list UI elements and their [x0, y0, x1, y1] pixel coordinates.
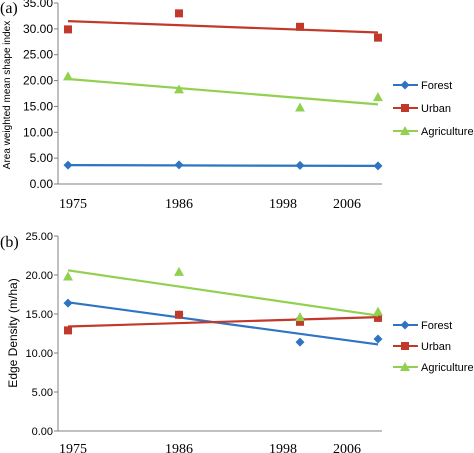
- panel-b-x-tick-label: 2006: [333, 442, 361, 453]
- panel-b-legend-urban-swatch-marker: [401, 342, 409, 350]
- panel-a-urban-point: [175, 9, 183, 18]
- panel-b-forest-point: [63, 298, 73, 308]
- panel-a-legend-agriculture-label: Agriculture: [421, 126, 474, 138]
- panel-a-urban-trend-line: [67, 20, 379, 34]
- panel-a-y-tick-label: 15.00: [23, 99, 53, 113]
- panel-a-y-tick-label: 0.00: [30, 177, 54, 191]
- panel-a-label: (a): [0, 0, 18, 17]
- panel-b-agriculture-point: [295, 312, 305, 322]
- panel-a-x-tick-label: 1998: [269, 197, 297, 212]
- panel-a-forest-trend-line: [67, 164, 379, 167]
- panel-a-y-tick-label: 10.00: [23, 125, 53, 139]
- panel-a-agriculture-point: [63, 71, 73, 81]
- panel-a-legend-forest-label: Forest: [421, 80, 452, 92]
- panel-b-agriculture-point: [373, 306, 383, 316]
- panel-a-y-tick-label: 20.00: [23, 74, 53, 88]
- panel-b-urban-point: [175, 310, 183, 319]
- panel-b-forest-point: [295, 337, 305, 347]
- panel-a-x-tick-label: 1986: [165, 197, 193, 212]
- panel-a-y-tick-label: 30.00: [23, 22, 53, 36]
- panel-b-legend-urban-label: Urban: [421, 341, 451, 353]
- panel-a-x-tick-label: 1975: [59, 197, 87, 212]
- panel-b-legend-agriculture-label: Agriculture: [421, 362, 474, 374]
- panel-a-agriculture-trend-line: [67, 77, 379, 106]
- panel-b-y-tick-label: 15.00: [25, 309, 53, 321]
- panel-a-agriculture-point: [295, 102, 305, 112]
- panel-a-x-tick-label: 2006: [333, 197, 361, 212]
- panel-b-urban-point: [374, 313, 382, 322]
- panel-a-legend-urban-label: Urban: [421, 103, 451, 115]
- panel-b-legend-forest-swatch-marker: [400, 320, 410, 330]
- panel-b-legend-agriculture-swatch-marker: [400, 362, 410, 371]
- panel-b-agriculture-point: [174, 266, 184, 276]
- panel-a-forest-point: [373, 161, 383, 171]
- panel-a-y-tick-label: 5.00: [30, 151, 54, 165]
- panel-b-agriculture-point: [63, 271, 73, 281]
- panel-b-y-axis-title: Edge Density (m/ha): [6, 278, 20, 387]
- panel-a-y-tick-label: 35.00: [23, 0, 53, 10]
- panel-a-urban-point: [374, 33, 382, 42]
- panel-a-forest-point: [63, 160, 73, 170]
- panel-a-y-axis-title: Area weighted mean shape index: [2, 21, 13, 169]
- panel-b-legend-forest-label: Forest: [421, 320, 452, 332]
- panel-a-y-tick-label: 25.00: [23, 48, 53, 62]
- panel-b-agriculture-trend-line: [67, 269, 379, 317]
- panel-b-x-tick-label: 1998: [269, 442, 297, 453]
- panel-b-urban-trend-line: [67, 316, 379, 328]
- panel-a-urban-point: [64, 25, 72, 34]
- panel-b-y-tick-label: 10.00: [25, 348, 53, 360]
- panel-b-urban-point: [296, 317, 304, 326]
- panel-b-y-tick-label: 20.00: [25, 270, 53, 282]
- panel-a-legend-agriculture-swatch-marker: [400, 126, 410, 135]
- panel-b-x-tick-label: 1975: [59, 442, 87, 453]
- panel-b-y-tick-label: 0.00: [32, 426, 53, 438]
- panel-a-legend-urban-swatch-marker: [401, 104, 409, 112]
- panel-a-forest-point: [174, 160, 184, 170]
- panel-a-urban-point: [296, 22, 304, 31]
- panel-a-agriculture-point: [373, 92, 383, 102]
- panel-b-forest-point: [373, 334, 383, 344]
- panel-b-y-tick-label: 25.00: [25, 231, 53, 243]
- panel-b-x-tick-label: 1986: [165, 442, 193, 453]
- panel-a-agriculture-point: [174, 84, 184, 94]
- panel-a-legend-forest-swatch-marker: [400, 80, 410, 90]
- panel-b-label: (b): [0, 234, 19, 251]
- panel-a-forest-point: [295, 160, 305, 170]
- panel-b-y-tick-label: 5.00: [32, 387, 53, 399]
- panel-b-urban-point: [64, 326, 72, 335]
- panel-b-forest-trend-line: [67, 301, 379, 346]
